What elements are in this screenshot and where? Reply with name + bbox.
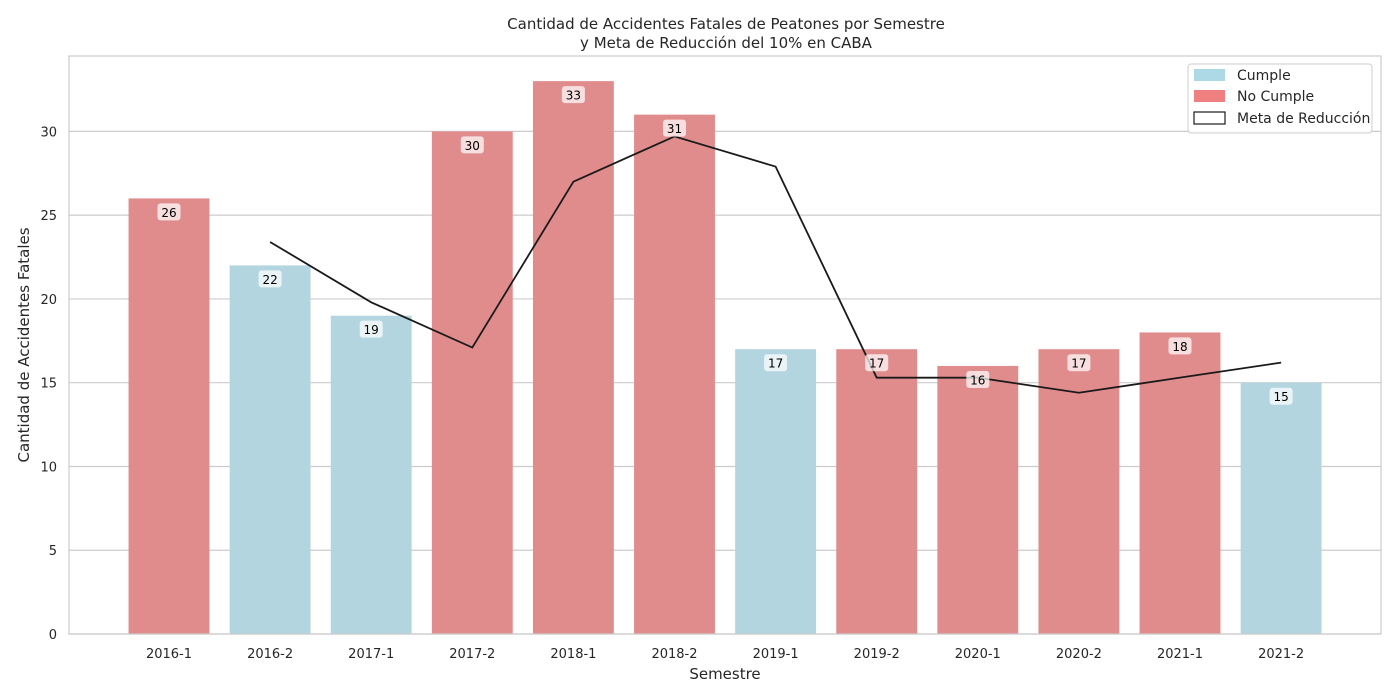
meta-line-layer [269, 135, 1282, 394]
y-tick-label: 20 [40, 293, 57, 308]
bar-2021-1 [1139, 332, 1221, 634]
x-tick-label: 2018-1 [550, 647, 596, 662]
data-label-box [561, 86, 585, 104]
bar-2016-2 [229, 265, 311, 634]
bar-2019-1 [735, 349, 817, 634]
x-tick-label: 2016-1 [146, 647, 192, 662]
data-label-box [258, 270, 282, 288]
data-label-text: 33 [566, 89, 581, 103]
data-label-2021-1: 18 [1168, 337, 1192, 355]
data-label-2017-1: 19 [359, 320, 383, 338]
data-label-box [1168, 337, 1192, 355]
data-label-2020-1: 16 [966, 370, 990, 388]
bar-2018-1 [532, 81, 614, 634]
plot-frame [68, 55, 1382, 635]
data-label-box [865, 354, 889, 372]
y-tick-label: 25 [40, 209, 57, 224]
data-label-text: 15 [1273, 390, 1288, 404]
x-tick-label: 2020-2 [1056, 647, 1102, 662]
x-tick-label: 2019-2 [854, 647, 900, 662]
data-label-2016-1: 26 [157, 203, 181, 221]
data-label-2018-1: 33 [561, 86, 585, 104]
data-label-text: 17 [1071, 357, 1086, 371]
data-label-text: 26 [161, 206, 176, 220]
data-label-2016-2: 22 [258, 270, 282, 288]
data-label-text: 17 [768, 357, 783, 371]
data-label-2018-2: 31 [663, 119, 686, 137]
data-label-2021-2: 15 [1269, 387, 1293, 405]
bar-2020-2 [1038, 349, 1120, 634]
y-ticks-layer: 0 5 10 15 20 25 30 [40, 125, 57, 643]
meta-reduccion-line [269, 135, 1282, 394]
legend-swatch-no-cumple [1194, 90, 1225, 102]
y-tick-label: 5 [49, 544, 57, 559]
x-tick-label: 2019-1 [753, 647, 799, 662]
legend-box [1187, 63, 1373, 134]
x-tick-label: 2020-1 [955, 647, 1001, 662]
data-label-box [359, 320, 383, 338]
data-label-text: 18 [1172, 340, 1187, 354]
data-label-text: 16 [970, 373, 985, 387]
bar-2018-2 [634, 114, 715, 634]
x-tick-label: 2021-1 [1157, 647, 1203, 662]
legend-label-no-cumple: No Cumple [1237, 89, 1314, 105]
chart-subtitle: y Meta de Reducción del 10% en CABA [580, 34, 873, 52]
bars-layer [128, 81, 1322, 635]
data-label-box [460, 136, 484, 154]
legend-label-cumple: Cumple [1237, 68, 1291, 84]
y-axis-title: Cantidad de Accidentes Fatales [15, 227, 33, 462]
x-tick-label: 2018-2 [651, 647, 697, 662]
data-label-2019-1: 17 [764, 354, 788, 372]
data-label-text: 30 [465, 139, 480, 153]
data-label-text: 19 [364, 323, 379, 337]
y-tick-label: 10 [40, 460, 57, 475]
x-tick-label: 2016-2 [247, 647, 293, 662]
legend-label-meta: Meta de Reducción [1237, 111, 1370, 127]
legend-swatch-cumple [1194, 69, 1225, 81]
y-tick-label: 0 [49, 628, 57, 643]
y-tick-label: 30 [40, 125, 57, 140]
bar-2016-1 [128, 198, 210, 634]
data-label-box [1269, 387, 1293, 405]
data-label-2019-2: 17 [865, 354, 889, 372]
chart-title: Cantidad de Accidentes Fatales de Peaton… [507, 15, 945, 33]
x-ticks-layer: 2016-1 2016-2 2017-1 2017-2 2018-1 2018-2 2019… [146, 647, 1304, 662]
data-label-2020-2: 17 [1067, 354, 1091, 372]
data-label-box [764, 354, 788, 372]
data-label-text: 17 [869, 357, 884, 371]
data-label-box [1067, 354, 1091, 372]
data-label-box [966, 370, 990, 388]
data-label-text: 31 [667, 122, 682, 136]
bar-2019-2 [836, 349, 918, 634]
data-label-box [663, 119, 686, 137]
data-label-box [157, 203, 181, 221]
y-tick-label: 15 [40, 377, 57, 392]
x-tick-label: 2017-1 [348, 647, 394, 662]
data-label-2017-2: 30 [460, 136, 484, 154]
bar-2021-2 [1240, 382, 1322, 634]
bar-2017-2 [431, 131, 513, 635]
legend: Cumple No Cumple Meta de Reducción [1187, 63, 1373, 134]
x-tick-label: 2017-2 [449, 647, 495, 662]
x-axis-title: Semestre [689, 665, 760, 683]
data-label-text: 22 [262, 273, 277, 287]
bar-2020-1 [937, 365, 1019, 634]
bar-2017-1 [330, 315, 412, 634]
x-tick-label: 2021-2 [1258, 647, 1304, 662]
data-labels-layer: 26 22 19 30 33 31 17 17 16 17 18 15 [157, 86, 1293, 405]
legend-swatch-meta [1193, 111, 1226, 125]
